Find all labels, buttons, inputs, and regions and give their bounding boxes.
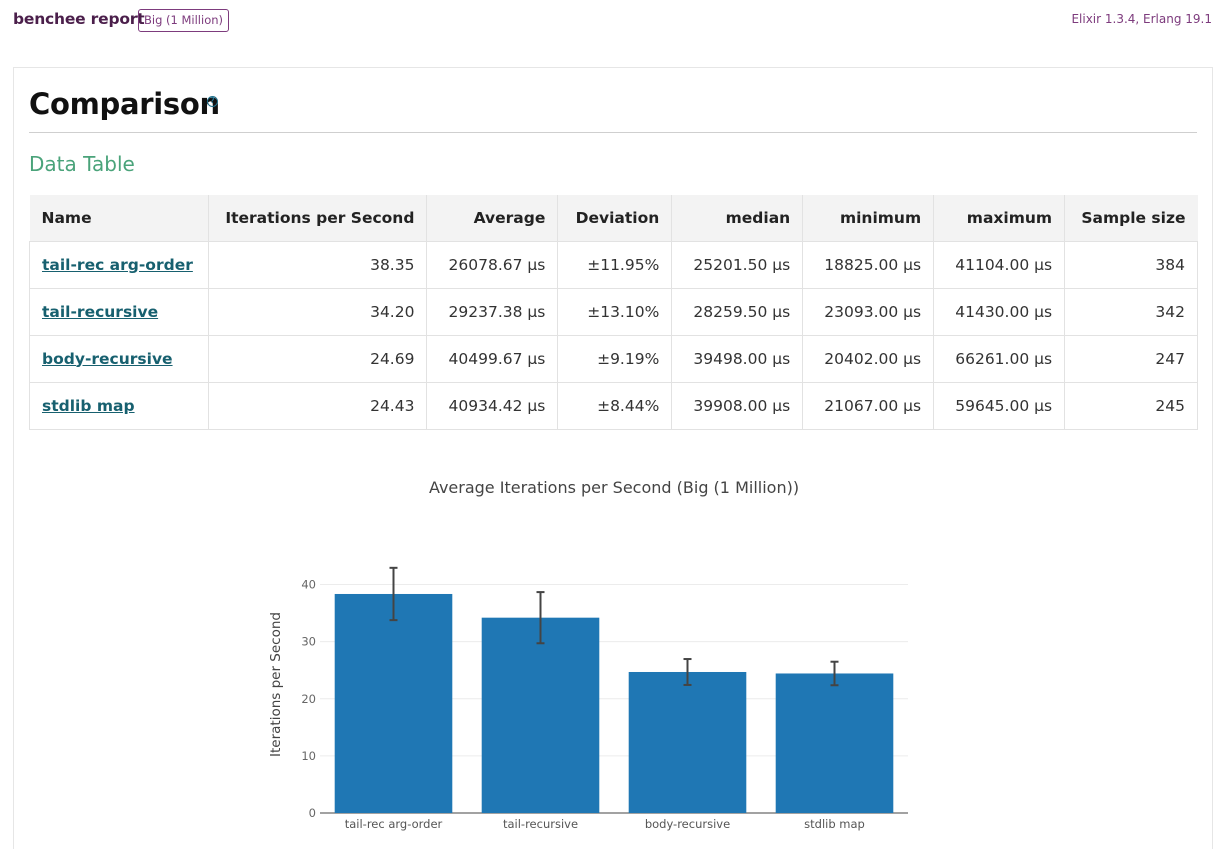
average-cell: 40499.67 μs xyxy=(426,334,559,382)
minimum-cell: 23093.00 μs xyxy=(802,287,935,335)
comparison-header: Comparison ? xyxy=(29,87,1197,133)
bar[interactable] xyxy=(628,671,747,813)
deviation-cell: ±8.44% xyxy=(557,381,673,430)
question-circle-icon[interactable]: ? xyxy=(207,96,218,107)
ips-cell: 38.35 xyxy=(208,240,428,288)
name-cell: stdlib map xyxy=(29,381,209,430)
brand-title[interactable]: benchee report xyxy=(13,10,145,28)
column-header: Deviation xyxy=(557,195,673,241)
column-header: minimum xyxy=(802,195,935,241)
statistics-table: Name Iterations per Second Average Devia… xyxy=(29,195,1198,430)
table-header-row: Name Iterations per Second Average Devia… xyxy=(29,195,1198,241)
bar[interactable] xyxy=(775,673,894,813)
sample-size-cell: 342 xyxy=(1064,287,1198,335)
column-header: maximum xyxy=(933,195,1066,241)
average-cell: 29237.38 μs xyxy=(426,287,559,335)
environment-info: Elixir 1.3.4, Erlang 19.1 xyxy=(1071,12,1212,26)
comparison-panel: Comparison ? Data Table Name Iterations … xyxy=(13,67,1213,849)
average-cell: 40934.42 μs xyxy=(426,381,559,430)
table-row: body-recursive 24.69 40499.67 μs ±9.19% … xyxy=(29,334,1198,382)
input-badge: Big (1 Million) xyxy=(138,9,230,32)
comparison-title: Comparison xyxy=(29,87,220,121)
table-row: tail-recursive 34.20 29237.38 μs ±13.10%… xyxy=(29,287,1198,335)
x-tick-label: tail-recursive xyxy=(503,817,578,831)
y-tick-label: 20 xyxy=(301,692,316,706)
column-header: Average xyxy=(426,195,559,241)
x-tick-label: stdlib map xyxy=(804,817,865,831)
maximum-cell: 41104.00 μs xyxy=(933,240,1066,288)
column-header: median xyxy=(671,195,804,241)
ips-cell: 34.20 xyxy=(208,287,428,335)
y-axis-title: Iterations per Second xyxy=(268,612,284,757)
name-cell: tail-recursive xyxy=(29,287,209,335)
bar[interactable] xyxy=(481,617,600,813)
median-cell: 39498.00 μs xyxy=(671,334,804,382)
deviation-cell: ±13.10% xyxy=(557,287,673,335)
job-link[interactable]: stdlib map xyxy=(42,396,135,415)
minimum-cell: 20402.00 μs xyxy=(802,334,935,382)
deviation-cell: ±11.95% xyxy=(557,240,673,288)
sample-size-cell: 247 xyxy=(1064,334,1198,382)
deviation-cell: ±9.19% xyxy=(557,334,673,382)
maximum-cell: 66261.00 μs xyxy=(933,334,1066,382)
column-header: Iterations per Second xyxy=(208,195,428,241)
name-cell: body-recursive xyxy=(29,334,209,382)
table-row: stdlib map 24.43 40934.42 μs ±8.44% 3990… xyxy=(29,381,1198,430)
sample-size-cell: 245 xyxy=(1064,381,1198,430)
sample-size-cell: 384 xyxy=(1064,240,1198,288)
median-cell: 39908.00 μs xyxy=(671,381,804,430)
column-header: Name xyxy=(29,195,209,241)
job-link[interactable]: tail-rec arg-order xyxy=(42,255,193,274)
minimum-cell: 18825.00 μs xyxy=(802,240,935,288)
name-cell: tail-rec arg-order xyxy=(29,240,209,288)
average-cell: 26078.67 μs xyxy=(426,240,559,288)
ips-cell: 24.43 xyxy=(208,381,428,430)
x-tick-label: body-recursive xyxy=(645,817,730,831)
y-tick-label: 10 xyxy=(301,749,316,763)
ips-cell: 24.69 xyxy=(208,334,428,382)
minimum-cell: 21067.00 μs xyxy=(802,381,935,430)
x-tick-label: tail-rec arg-order xyxy=(345,817,443,831)
maximum-cell: 41430.00 μs xyxy=(933,287,1066,335)
chart-title: Average Iterations per Second (Big (1 Mi… xyxy=(428,478,800,497)
maximum-cell: 59645.00 μs xyxy=(933,381,1066,430)
y-tick-label: 40 xyxy=(301,578,316,592)
job-link[interactable]: tail-recursive xyxy=(42,302,159,321)
table-row: tail-rec arg-order 38.35 26078.67 μs ±11… xyxy=(29,240,1198,288)
data-table-heading: Data Table xyxy=(29,152,135,176)
bar[interactable] xyxy=(334,593,453,813)
y-tick-label: 0 xyxy=(309,806,316,820)
top-bar: benchee report Big (1 Million) Elixir 1.… xyxy=(13,9,1212,33)
y-tick-label: 30 xyxy=(301,635,316,649)
column-header: Sample size xyxy=(1064,195,1198,241)
job-link[interactable]: body-recursive xyxy=(42,349,173,368)
median-cell: 28259.50 μs xyxy=(671,287,804,335)
median-cell: 25201.50 μs xyxy=(671,240,804,288)
